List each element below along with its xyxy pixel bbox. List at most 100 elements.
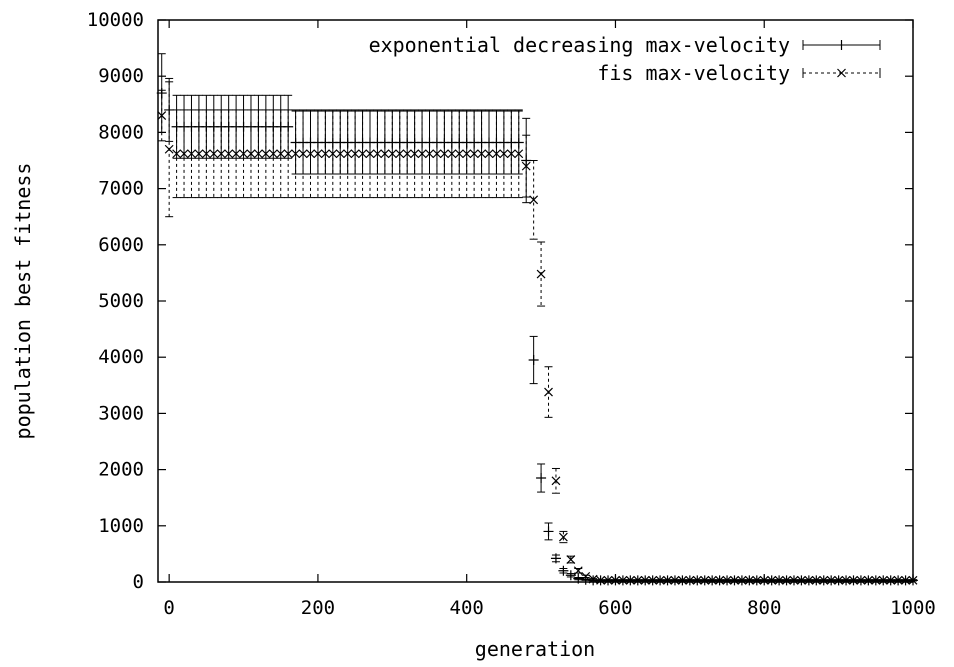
data-point [819, 575, 829, 585]
series-layer [156, 53, 918, 586]
data-point [492, 149, 501, 159]
data-point [447, 149, 457, 159]
y-tick-label: 5000 [98, 290, 144, 312]
data-point [648, 575, 658, 585]
legend-marker [837, 68, 846, 78]
data-point [752, 575, 762, 585]
data-point [633, 575, 643, 585]
data-point [774, 575, 784, 585]
data-point [536, 269, 546, 279]
data-point [536, 473, 547, 484]
error-bar [529, 160, 538, 240]
data-point [707, 575, 717, 585]
data-point [670, 575, 680, 585]
data-point [313, 149, 323, 159]
data-point [425, 149, 434, 159]
data-point [246, 149, 256, 159]
data-point [871, 575, 881, 585]
data-point [744, 575, 754, 585]
data-point [320, 149, 330, 159]
data-point [893, 575, 903, 585]
data-point [164, 144, 174, 154]
data-point [209, 149, 219, 159]
data-point [350, 149, 360, 159]
data-point [528, 355, 539, 366]
data-point [239, 149, 248, 159]
x-tick-label: 400 [450, 597, 484, 619]
data-point [856, 575, 866, 585]
x-tick-label: 1000 [890, 597, 936, 619]
y-tick-label: 2000 [98, 459, 144, 481]
data-point [276, 149, 286, 159]
data-point [261, 149, 271, 159]
data-point [737, 575, 747, 585]
data-point [402, 149, 412, 159]
data-point [231, 149, 241, 159]
data-point [529, 195, 539, 205]
plot-frame [157, 19, 914, 583]
y-tick-label: 0 [133, 571, 144, 593]
data-point [283, 149, 293, 159]
data-point [625, 575, 635, 585]
data-point [328, 149, 338, 159]
data-point [380, 149, 390, 159]
data-point [454, 149, 464, 159]
data-point [640, 575, 650, 585]
data-point [655, 575, 665, 585]
data-point [685, 575, 695, 585]
y-tick-label: 1000 [98, 515, 144, 537]
data-point [462, 149, 472, 159]
legend-label: exponential decreasing max-velocity [369, 33, 790, 57]
data-point [469, 149, 479, 159]
data-point [373, 149, 382, 159]
data-point [581, 571, 591, 581]
data-point [603, 575, 613, 585]
x-axis-title: generation [475, 637, 595, 661]
data-point [179, 149, 189, 159]
data-point [700, 575, 710, 585]
data-point [432, 149, 442, 159]
error-bar [559, 530, 568, 544]
data-point [224, 149, 234, 159]
data-point [565, 570, 576, 581]
data-point [410, 149, 420, 159]
data-point [596, 575, 606, 585]
data-point [558, 532, 568, 542]
data-point [841, 575, 851, 585]
x-tick-label: 0 [163, 597, 174, 619]
legend: exponential decreasing max-velocity fis m… [369, 33, 881, 85]
y-tick-label: 9000 [98, 65, 144, 87]
data-point [550, 553, 561, 564]
series-1 [156, 53, 918, 586]
tick-layer: 0 200 400 600 800 100001000200030004000500060… [87, 9, 936, 619]
data-point [477, 149, 486, 159]
y-tick-label: 10000 [87, 9, 144, 31]
data-point [677, 575, 687, 585]
data-point [499, 149, 509, 159]
data-point [514, 149, 524, 159]
data-point [417, 149, 427, 159]
data-point [730, 575, 739, 585]
data-point [722, 575, 732, 585]
data-point [395, 149, 405, 159]
data-point [558, 565, 569, 576]
y-tick-label: 3000 [98, 402, 144, 424]
data-point [767, 575, 777, 585]
x-tick-label: 600 [598, 597, 632, 619]
data-point [789, 575, 799, 585]
data-point [692, 575, 702, 585]
data-point [216, 149, 226, 159]
data-point [358, 149, 367, 159]
data-point [298, 149, 308, 159]
legend-entry-2: fis max-velocity [597, 61, 881, 85]
y-axis-title: population best fitness [11, 163, 35, 440]
y-tick-label: 4000 [98, 346, 144, 368]
data-point [826, 575, 836, 585]
x-tick-label: 800 [747, 597, 781, 619]
data-point [901, 575, 910, 585]
data-point [306, 149, 315, 159]
legend-label: fis max-velocity [597, 61, 790, 85]
data-point [343, 149, 353, 159]
data-point [291, 149, 301, 159]
